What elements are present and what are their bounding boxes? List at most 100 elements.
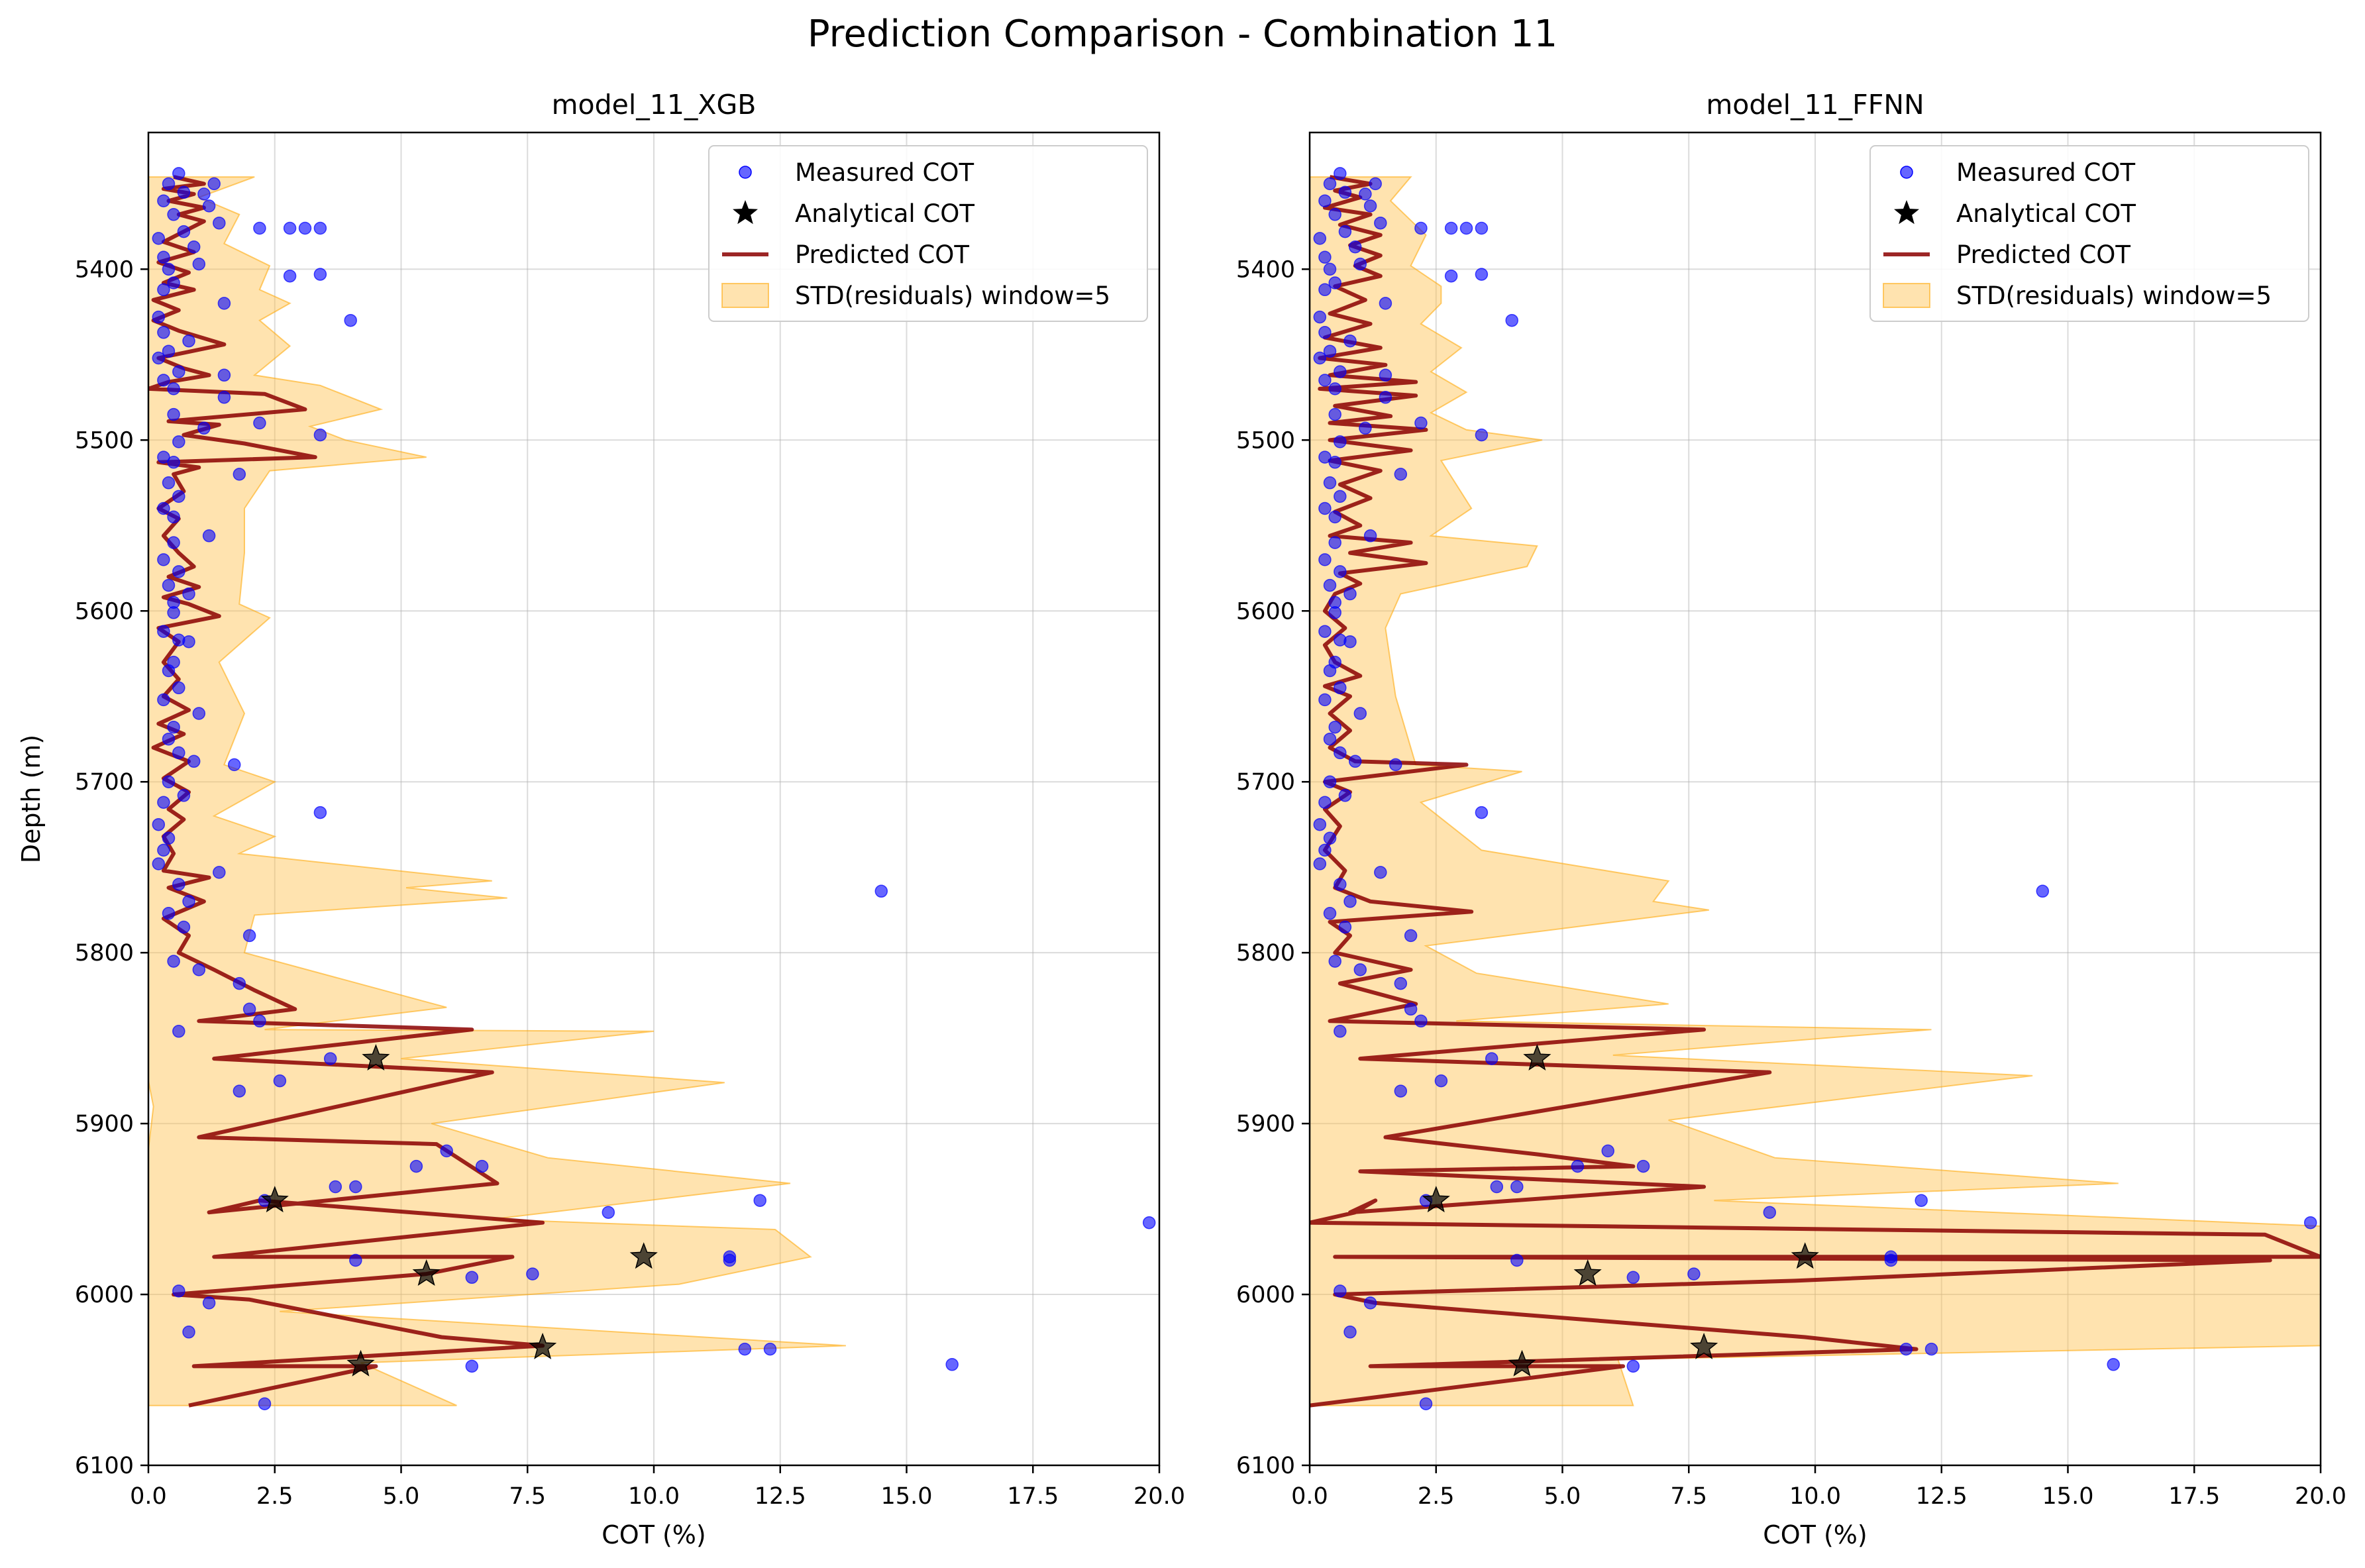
measured-point [1338, 789, 1352, 802]
y-tick-label: 6000 [75, 1282, 134, 1308]
y-axis-label: Depth (m) [17, 735, 46, 864]
measured-point [1318, 326, 1332, 339]
measured-point [162, 262, 176, 276]
measured-point [172, 167, 185, 180]
measured-point [1459, 221, 1473, 235]
measured-point [945, 1358, 959, 1371]
y-tick-label: 5600 [75, 598, 134, 625]
predicted-line [148, 175, 545, 1408]
measured-point [152, 310, 166, 324]
measured-point [1687, 1267, 1701, 1281]
measured-point [1444, 221, 1458, 235]
measured-point [2303, 1216, 2317, 1229]
subplot-title: model_11_FFNN [1706, 89, 1924, 121]
measured-point [157, 250, 170, 264]
measured-points [152, 167, 1156, 1410]
analytical-point [1690, 1332, 1718, 1359]
x-axis-label: COT (%) [602, 1520, 706, 1549]
measured-point [1343, 587, 1357, 601]
measured-point [192, 257, 206, 271]
measured-point [1899, 1342, 1913, 1356]
measured-point [1369, 177, 1382, 191]
measured-point [157, 843, 170, 857]
x-tick-label: 10.0 [1789, 1483, 1841, 1510]
analytical-point [346, 1349, 375, 1377]
measured-point [1348, 240, 1362, 254]
x-tick-label: 7.5 [1670, 1483, 1707, 1510]
measured-point [182, 334, 195, 348]
measured-point [1318, 374, 1332, 387]
measured-point [329, 1180, 342, 1194]
measured-point [1363, 199, 1377, 213]
y-tick-label: 6100 [1236, 1453, 1295, 1479]
measured-point [1343, 895, 1357, 908]
measured-point [1394, 1084, 1408, 1098]
y-tick-label: 5800 [1236, 940, 1295, 967]
analytical-points [1422, 1043, 1819, 1377]
measured-point [1363, 1296, 1377, 1310]
legend-label: Predicted COT [795, 240, 969, 269]
measured-point [227, 758, 241, 772]
measured-point [1313, 310, 1327, 324]
measured-points [1313, 167, 2317, 1410]
y-tick-label: 5600 [1236, 598, 1295, 625]
measured-point [202, 1296, 216, 1310]
x-tick-label: 17.5 [2168, 1483, 2220, 1510]
measured-point [1318, 553, 1332, 566]
analytical-point [260, 1186, 289, 1213]
measured-point [172, 1284, 185, 1298]
measured-point [167, 955, 180, 968]
measured-point [172, 365, 185, 378]
measured-point [1884, 1253, 1898, 1267]
legend-label: Measured COT [795, 158, 974, 187]
measured-point [313, 221, 327, 235]
measured-point [1404, 1002, 1418, 1016]
measured-point [177, 920, 191, 934]
analytical-point [1523, 1043, 1551, 1071]
legend-box [1869, 145, 2309, 322]
predicted-line [1310, 175, 2321, 1408]
measured-point [409, 1159, 423, 1173]
measured-point [1419, 1397, 1433, 1410]
measured-point [1490, 1180, 1504, 1194]
measured-point [1323, 344, 1337, 358]
measured-point [1379, 391, 1393, 404]
figure-title: Prediction Comparison - Combination 11 [808, 13, 1557, 56]
measured-point [157, 194, 170, 207]
measured-point [172, 746, 185, 760]
measured-point [197, 421, 211, 435]
analytical-point [1508, 1349, 1536, 1377]
legend-marker-measured [739, 166, 752, 179]
x-tick-label: 20.0 [2295, 1483, 2346, 1510]
measured-point [1414, 416, 1428, 430]
y-tick-label: 5900 [1236, 1111, 1295, 1137]
y-tick-label: 5700 [1236, 769, 1295, 796]
measured-point [1414, 221, 1428, 235]
legend-marker-band [721, 283, 769, 308]
measured-point [874, 884, 888, 898]
measured-point [1142, 1216, 1156, 1229]
measured-point [283, 221, 297, 235]
measured-point [753, 1194, 766, 1207]
measured-point [152, 351, 166, 365]
measured-point [1374, 866, 1387, 879]
measured-point [157, 796, 170, 809]
measured-point [152, 817, 166, 831]
measured-point [298, 221, 312, 235]
measured-point [233, 468, 246, 481]
legend-label: Measured COT [1956, 158, 2135, 187]
measured-point [167, 456, 180, 469]
x-tick-label: 0.0 [1291, 1483, 1328, 1510]
measured-point [1323, 578, 1337, 592]
measured-point [217, 391, 231, 404]
measured-point [162, 775, 176, 788]
measured-point [1334, 878, 1347, 891]
measured-point [162, 907, 176, 920]
measured-point [1313, 817, 1327, 831]
measured-point [723, 1253, 737, 1267]
measured-point [233, 976, 246, 990]
legend-box [708, 145, 1148, 322]
measured-point [177, 225, 191, 238]
measured-point [1328, 720, 1341, 734]
measured-point [1318, 194, 1332, 207]
